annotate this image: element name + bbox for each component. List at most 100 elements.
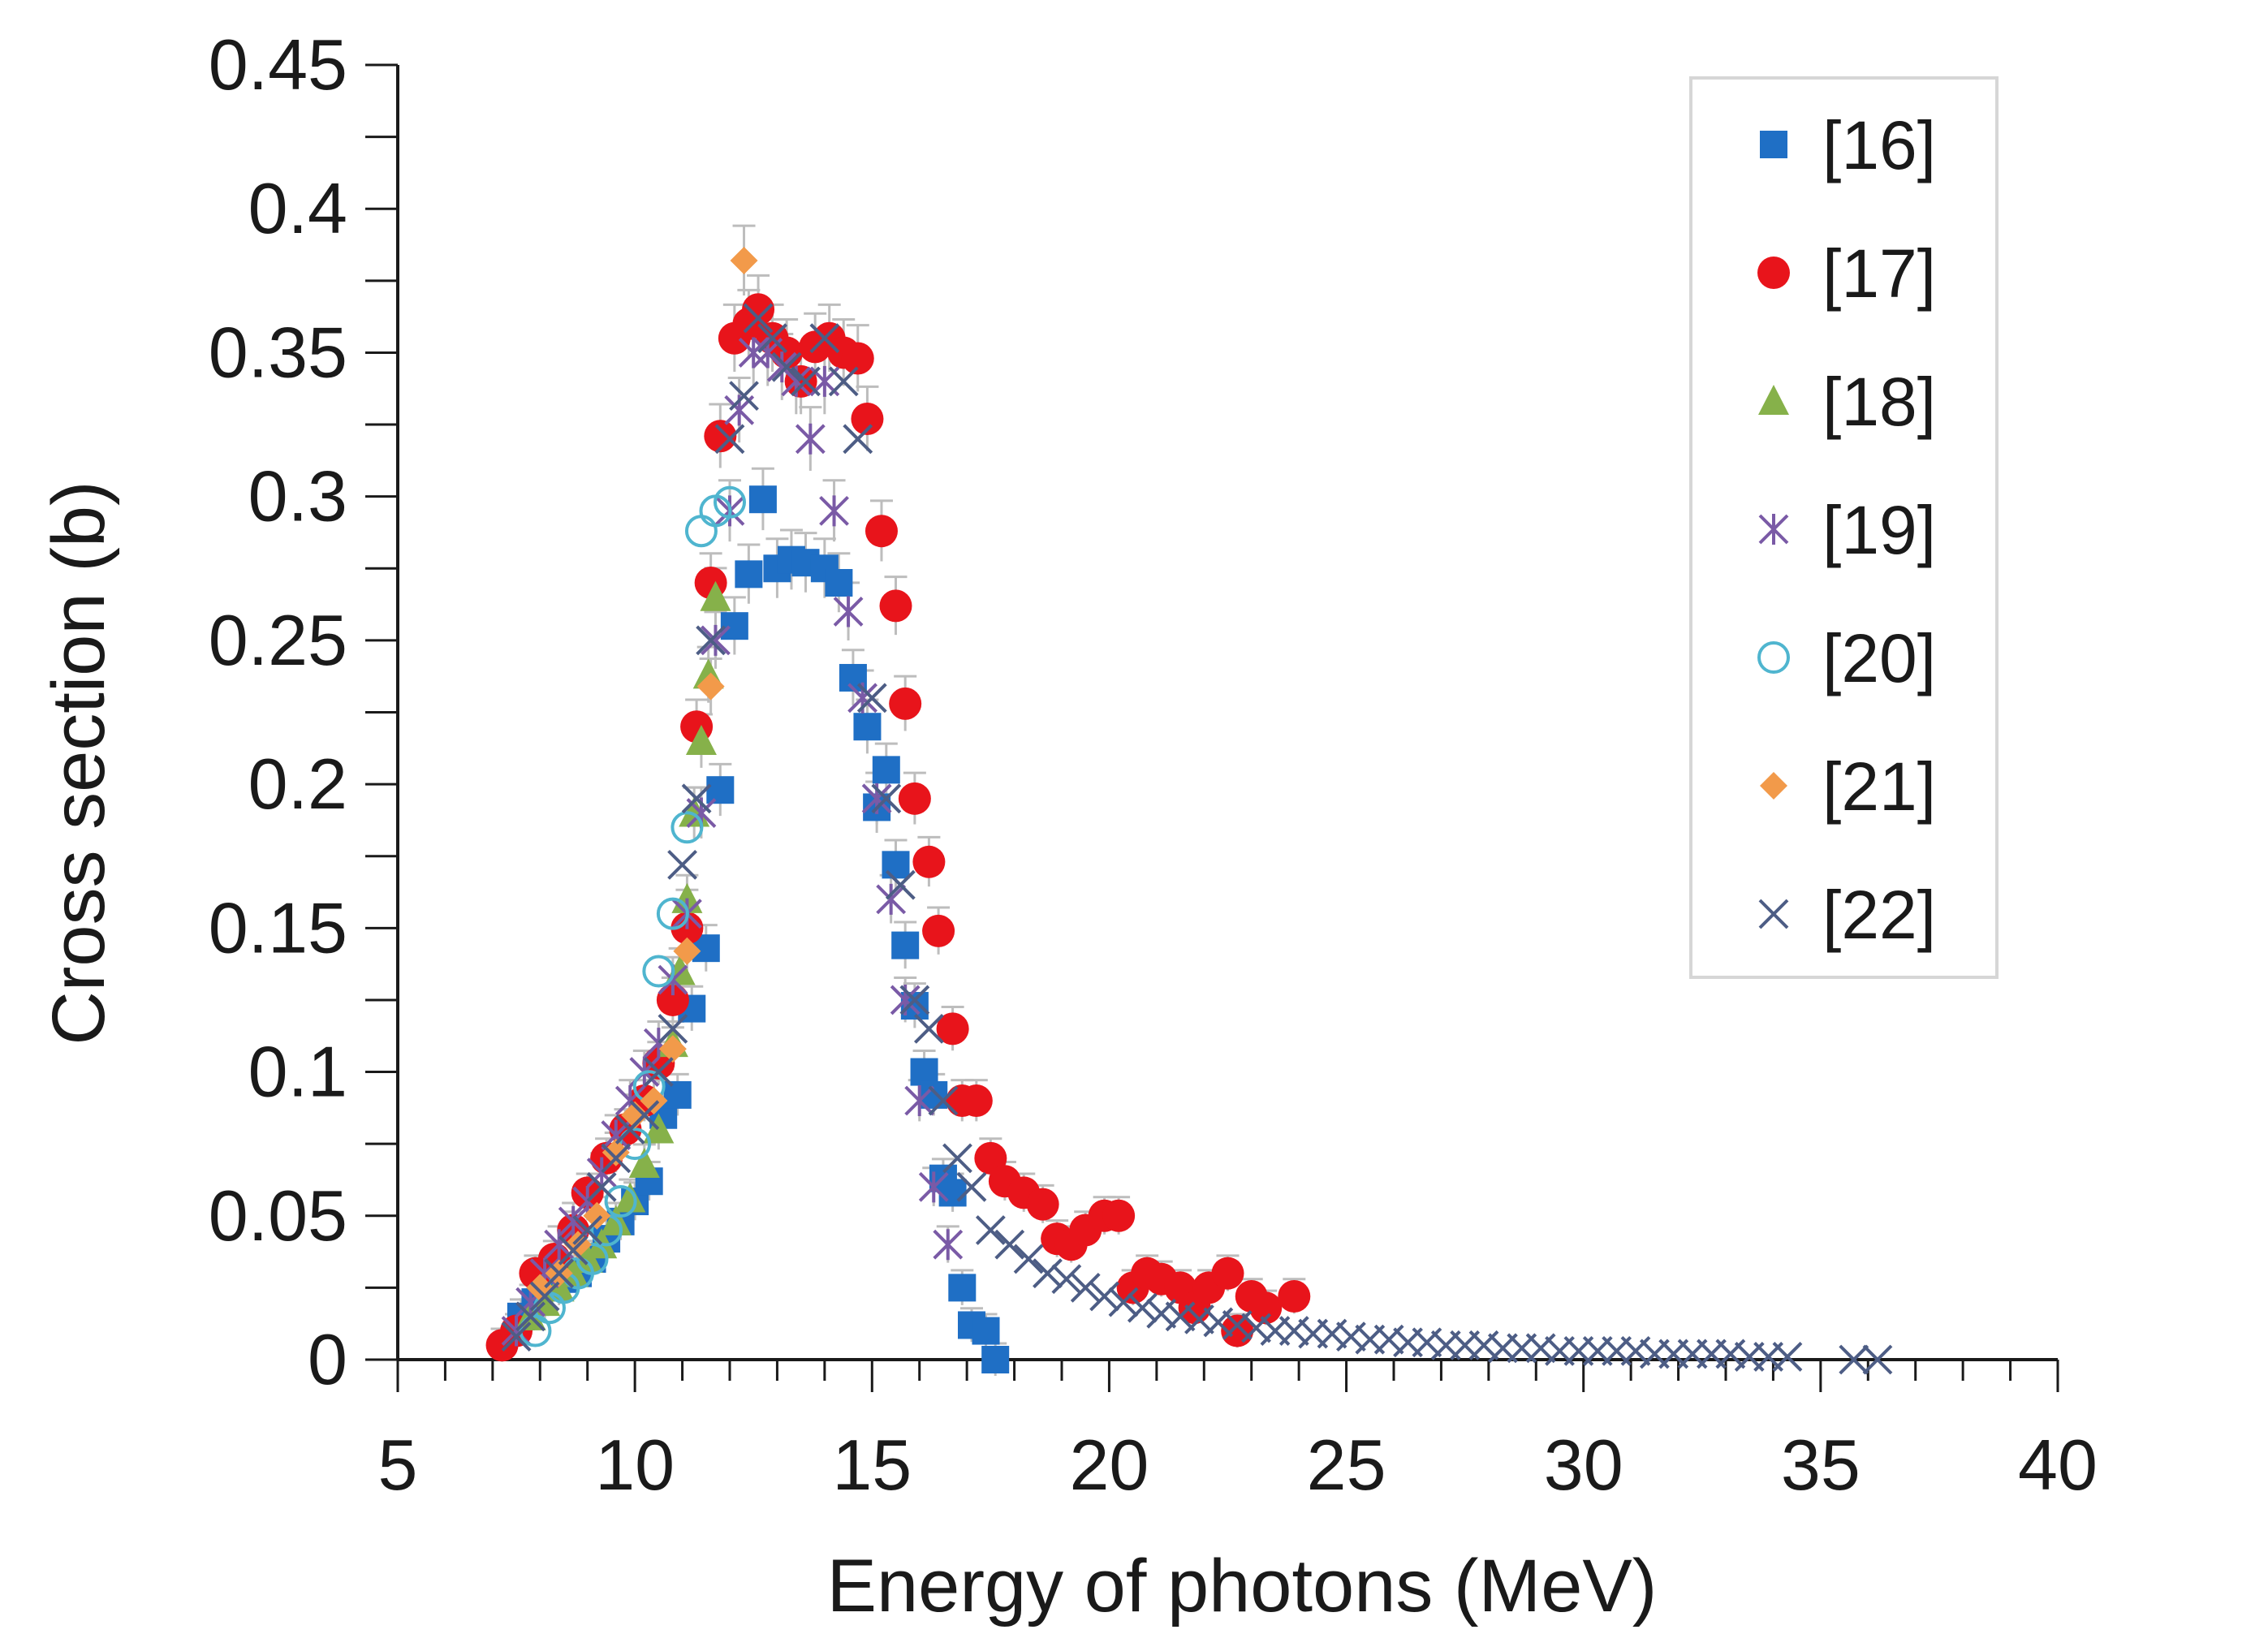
- data-point: [1468, 1330, 1499, 1360]
- data-point: [738, 337, 769, 369]
- data-point: [898, 782, 931, 815]
- data-point: [1715, 1339, 1746, 1369]
- x-tick-label: 25: [1307, 1425, 1386, 1505]
- data-point: [558, 1235, 589, 1265]
- data-point: [576, 1242, 609, 1275]
- data-point: [948, 1274, 977, 1302]
- legend-marker: [1757, 641, 1790, 674]
- data-point: [629, 1100, 660, 1131]
- data-point: [843, 424, 873, 455]
- data-point: [667, 849, 697, 880]
- legend-label: [22]: [1822, 877, 1936, 953]
- data-point: [882, 851, 910, 879]
- data-point: [656, 897, 689, 930]
- data-point: [1373, 1324, 1404, 1355]
- data-point: [735, 560, 763, 588]
- data-point: [872, 756, 900, 784]
- data-point: [1772, 1342, 1803, 1372]
- data-point: [685, 724, 717, 755]
- data-point: [1013, 1244, 1044, 1274]
- x-tick-label: 5: [378, 1425, 418, 1505]
- data-point: [720, 612, 748, 640]
- y-tick-label: 0.45: [209, 24, 347, 105]
- data-point: [913, 1013, 944, 1044]
- y-axis-title: Cross section (b): [37, 481, 120, 1045]
- axes: 0 0.05 0.1 0.15 0.2 0.25 0.3 0.35 0.4 0.45 5 10 15 20…: [209, 24, 2098, 1505]
- data-point: [670, 811, 704, 844]
- data-point: [681, 783, 712, 814]
- legend-marker: [1758, 385, 1789, 415]
- data-point: [994, 1229, 1025, 1260]
- data-point: [515, 1301, 546, 1332]
- legend-marker: [1760, 772, 1787, 800]
- data-point: [729, 381, 759, 412]
- data-point: [544, 1258, 575, 1289]
- data-point: [912, 845, 946, 878]
- data-point: [1317, 1318, 1347, 1349]
- data-point: [604, 1185, 637, 1218]
- data-point: [889, 687, 922, 720]
- legend-label: [19]: [1822, 492, 1936, 568]
- data-point: [748, 485, 777, 514]
- data-point: [891, 931, 920, 959]
- y-tick-label: 0: [308, 1319, 347, 1399]
- data-point: [959, 1084, 993, 1117]
- data-point: [658, 1013, 688, 1044]
- data-point: [1033, 1258, 1063, 1289]
- data-point: [885, 869, 916, 900]
- data-point: [558, 1205, 589, 1237]
- data-point: [1249, 1291, 1283, 1325]
- data-point: [673, 937, 701, 965]
- data-point: [819, 495, 849, 527]
- data-point: [743, 303, 774, 334]
- data-point: [972, 1317, 1000, 1345]
- data-point: [791, 366, 821, 397]
- data-point: [1335, 1321, 1366, 1352]
- y-tick-label: 0.4: [248, 168, 347, 248]
- data-point: [1070, 1272, 1101, 1303]
- x-tick-label: 40: [2018, 1425, 2098, 1505]
- y-tick-label: 0.1: [248, 1032, 347, 1112]
- data-point: [933, 1229, 964, 1261]
- data-point: [586, 1171, 617, 1202]
- legend-marker: [1758, 899, 1789, 929]
- y-tick-label: 0.35: [209, 312, 347, 392]
- legend-label: [18]: [1822, 364, 1936, 440]
- y-tick-label: 0.25: [209, 600, 347, 680]
- data-point: [795, 423, 826, 455]
- data-point: [614, 1182, 646, 1213]
- data-points: [485, 247, 1893, 1375]
- data-point: [742, 293, 775, 326]
- legend-label: [17]: [1822, 235, 1936, 312]
- data-point: [956, 1171, 987, 1202]
- data-point: [714, 485, 746, 519]
- data-point: [876, 883, 907, 915]
- data-point: [1127, 1292, 1158, 1323]
- legend-marker: [1758, 514, 1789, 545]
- data-point: [879, 589, 912, 623]
- data-point: [1278, 1280, 1311, 1313]
- x-tick-label: 35: [1781, 1425, 1861, 1505]
- data-point: [1222, 1310, 1253, 1340]
- data-point: [841, 342, 874, 375]
- data-point: [601, 1143, 632, 1174]
- data-point: [828, 366, 859, 397]
- data-point: [853, 713, 882, 741]
- data-point: [656, 983, 689, 1016]
- data-point: [1165, 1301, 1196, 1332]
- legend-marker: [1757, 257, 1790, 289]
- data-point: [1146, 1298, 1177, 1329]
- data-point: [865, 515, 898, 548]
- data-point: [1051, 1264, 1082, 1295]
- data-point: [936, 1012, 969, 1046]
- legend-box: [1689, 76, 1999, 979]
- y-tick-label: 0.2: [248, 744, 347, 824]
- data-point: [704, 420, 737, 453]
- data-point: [1211, 1257, 1244, 1290]
- legend-marker: [1760, 131, 1787, 158]
- data-point: [714, 424, 745, 455]
- data-point: [1108, 1287, 1139, 1317]
- data-point: [981, 1346, 1010, 1373]
- data-point: [583, 1201, 611, 1230]
- data-point: [833, 596, 864, 627]
